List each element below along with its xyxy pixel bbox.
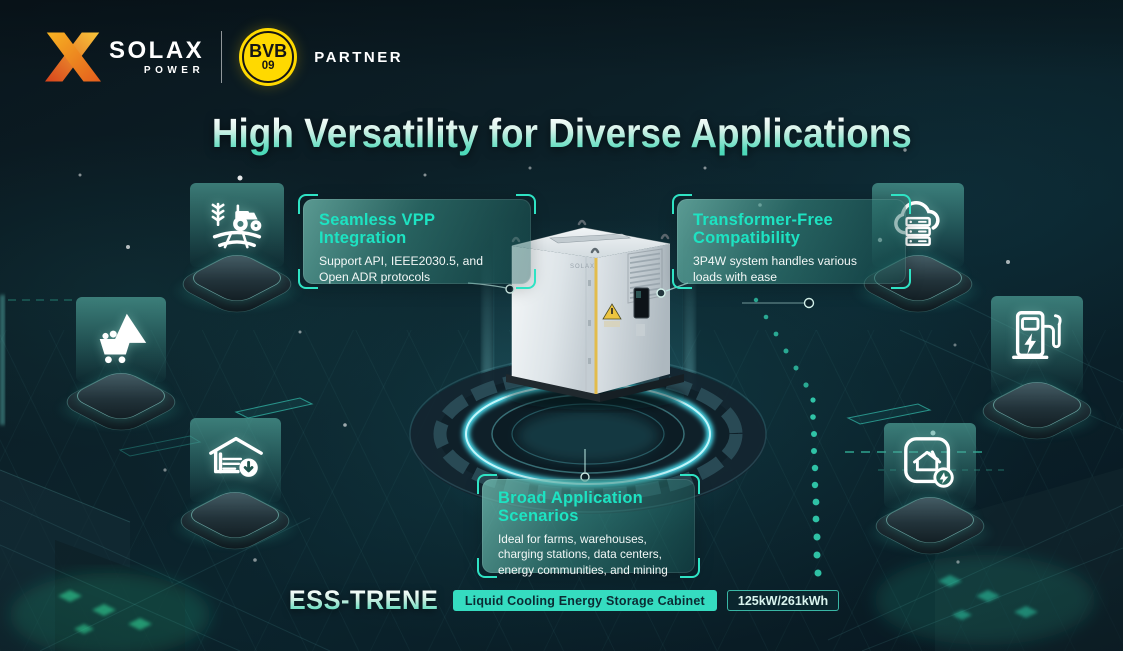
solax-logo: SOLAX POWER — [45, 32, 204, 82]
corner-bracket — [891, 194, 911, 214]
partner-label: PARTNER — [314, 48, 404, 66]
mining-panel — [76, 297, 166, 382]
bvb-number: 09 — [261, 59, 275, 72]
home-panel — [884, 423, 976, 508]
corner-bracket — [672, 194, 692, 214]
warehouse-panel — [190, 418, 281, 502]
header-logos: SOLAX POWER BVB 09 PARTNER — [45, 28, 403, 86]
cabinet-brand-label: SOLAX — [570, 264, 595, 270]
callout-body: Support API, IEEE2030.5, and Open ADR pr… — [319, 253, 483, 284]
corner-bracket — [516, 269, 536, 289]
corner-bracket — [672, 269, 692, 289]
bvb-letters: BVB — [249, 40, 288, 61]
corner-bracket — [477, 558, 497, 578]
product-spec-badge: 125kW/261kWh — [726, 590, 840, 611]
corner-bracket — [680, 474, 700, 494]
corner-bracket — [680, 558, 700, 578]
farm-tractor-icon — [211, 202, 262, 249]
brand-name: SOLAX — [109, 36, 205, 64]
callout-heading: Seamless VPP Integration — [319, 211, 436, 248]
brand-subtitle: POWER — [143, 64, 205, 76]
product-footer: ESS-TRENE Liquid Cooling Energy Storage … — [0, 585, 1123, 616]
callout-broad-scenarios: Broad Application Scenarios Ideal for fa… — [477, 474, 700, 578]
farm-panel — [190, 183, 284, 267]
callout-heading: Transformer-Free Compatibility — [693, 211, 833, 248]
callout-vpp-integration: Seamless VPP Integration Support API, IE… — [298, 194, 536, 289]
product-tagline-badge: Liquid Cooling Energy Storage Cabinet — [452, 590, 717, 611]
logo-divider — [221, 31, 223, 83]
corner-bracket — [477, 474, 497, 494]
home-energy-icon — [904, 437, 954, 488]
corner-bracket — [516, 194, 536, 214]
bvb-badge: BVB 09 — [239, 28, 298, 86]
warehouse-icon — [208, 436, 263, 477]
mining-cart-icon — [99, 313, 147, 364]
ev-panel — [991, 296, 1083, 394]
callout-body: Ideal for farms, warehouses, charging st… — [498, 531, 668, 577]
callout-heading: Broad Application Scenarios — [498, 489, 643, 526]
solax-x-icon — [45, 32, 101, 82]
callout-body: 3P4W system handles various loads with e… — [693, 253, 857, 284]
corner-bracket — [891, 269, 911, 289]
page-title: High Versatility for Diverse Application… — [211, 110, 912, 156]
ev-charging-icon — [1012, 311, 1062, 360]
product-model: ESS-TRENE — [288, 585, 439, 615]
corner-bracket — [298, 194, 318, 214]
callout-transformer-free: Transformer-Free Compatibility 3P4W syst… — [672, 194, 911, 289]
corner-bracket — [298, 269, 318, 289]
